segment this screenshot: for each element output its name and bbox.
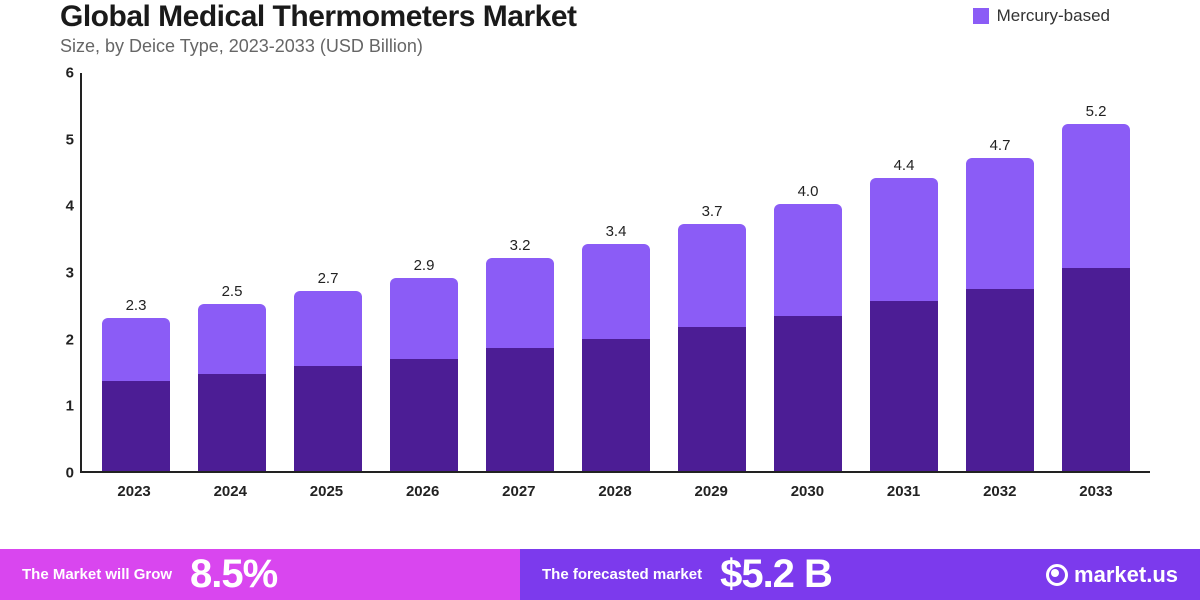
bar-segment — [294, 291, 361, 366]
bar-total-label: 4.0 — [798, 183, 819, 200]
bar-segment — [198, 374, 265, 471]
bar-column: 2.5 — [184, 73, 280, 471]
bar-segment — [966, 158, 1033, 289]
legend-label-mercury-based: Mercury-based — [997, 6, 1110, 26]
bar-column: 2.9 — [376, 73, 472, 471]
x-tick-label: 2030 — [759, 473, 855, 513]
bar-column: 4.7 — [952, 73, 1048, 471]
bar-segment — [486, 258, 553, 348]
bar-segment — [678, 327, 745, 471]
footer-forecast-value: $5.2 B — [720, 552, 832, 597]
bar-segment — [774, 316, 841, 471]
bar-segment — [1062, 124, 1129, 267]
bar-segment — [870, 301, 937, 471]
plot-area: 2.3 2.5 2.7 2.9 3.2 3.4 3.7 4.0 4.4 4.7 5.2 — [80, 73, 1150, 473]
chart-subtitle: Size, by Deice Type, 2023-2033 (USD Bill… — [60, 36, 1140, 57]
bar-segment — [678, 224, 745, 327]
bar-stack — [870, 178, 937, 471]
y-axis: 0123456 — [50, 73, 80, 473]
bar-segment — [102, 318, 169, 381]
bar-total-label: 4.7 — [990, 137, 1011, 154]
x-axis: 2023202420252026202720282029203020312032… — [80, 473, 1150, 513]
bar-stack — [198, 304, 265, 471]
bar-stack — [102, 318, 169, 471]
y-tick: 1 — [66, 398, 74, 415]
chart-area: 0123456 2.32.52.72.93.23.43.74.04.44.75.… — [80, 73, 1150, 513]
x-tick-label: 2033 — [1048, 473, 1144, 513]
bar-segment — [102, 381, 169, 471]
bar-stack — [486, 258, 553, 471]
bar-stack — [678, 224, 745, 471]
x-tick-label: 2031 — [856, 473, 952, 513]
bar-stack — [582, 244, 649, 471]
y-tick: 0 — [66, 465, 74, 482]
y-tick: 5 — [66, 131, 74, 148]
y-tick: 3 — [66, 265, 74, 282]
footer-right: The forecasted market $5.2 B market.us — [520, 549, 1200, 600]
bar-segment — [294, 366, 361, 471]
legend-swatch-mercury-based — [973, 8, 989, 24]
bar-total-label: 2.7 — [318, 270, 339, 287]
footer-banner: The Market will Grow 8.5% The forecasted… — [0, 546, 1200, 600]
bar-segment — [1062, 268, 1129, 471]
x-tick-label: 2027 — [471, 473, 567, 513]
bar-total-label: 3.4 — [606, 223, 627, 240]
bar-segment — [390, 278, 457, 359]
bar-total-label: 5.2 — [1086, 103, 1107, 120]
bar-total-label: 4.4 — [894, 157, 915, 174]
brand-logo: market.us — [1046, 562, 1178, 588]
x-tick-label: 2023 — [86, 473, 182, 513]
bar-total-label: 2.9 — [414, 257, 435, 274]
x-tick-label: 2025 — [278, 473, 374, 513]
bar-stack — [390, 278, 457, 471]
y-tick: 2 — [66, 331, 74, 348]
bar-segment — [198, 304, 265, 374]
footer-cagr: 8.5% — [190, 552, 277, 597]
bar-column: 5.2 — [1048, 73, 1144, 471]
bar-segment — [582, 339, 649, 471]
footer-forecast-text: The forecasted market — [542, 566, 702, 584]
bar-stack — [1062, 124, 1129, 471]
y-tick: 4 — [66, 198, 74, 215]
brand-icon — [1046, 564, 1068, 586]
x-tick-label: 2026 — [375, 473, 471, 513]
bar-total-label: 3.7 — [702, 203, 723, 220]
bar-segment — [486, 348, 553, 471]
bar-column: 4.0 — [760, 73, 856, 471]
brand-text: market.us — [1074, 562, 1178, 588]
bar-segment — [582, 244, 649, 339]
x-tick-label: 2028 — [567, 473, 663, 513]
bar-segment — [774, 204, 841, 315]
bar-segment — [390, 359, 457, 471]
bar-column: 3.2 — [472, 73, 568, 471]
bar-segment — [870, 178, 937, 301]
bars-container: 2.3 2.5 2.7 2.9 3.2 3.4 3.7 4.0 4.4 4.7 5.2 — [82, 73, 1150, 471]
bar-stack — [966, 158, 1033, 471]
bar-total-label: 3.2 — [510, 237, 531, 254]
bar-segment — [966, 289, 1033, 471]
footer-grow-text: The Market will Grow — [22, 566, 172, 584]
bar-column: 4.4 — [856, 73, 952, 471]
x-tick-label: 2029 — [663, 473, 759, 513]
legend: Mercury-based — [973, 6, 1110, 26]
bar-column: 2.3 — [88, 73, 184, 471]
bar-stack — [294, 291, 361, 471]
x-tick-label: 2032 — [952, 473, 1048, 513]
bar-column: 2.7 — [280, 73, 376, 471]
bar-total-label: 2.3 — [126, 297, 147, 314]
bar-column: 3.4 — [568, 73, 664, 471]
x-tick-label: 2024 — [182, 473, 278, 513]
footer-left: The Market will Grow 8.5% — [0, 549, 520, 600]
bar-stack — [774, 204, 841, 471]
bar-column: 3.7 — [664, 73, 760, 471]
y-tick: 6 — [66, 65, 74, 82]
bar-total-label: 2.5 — [222, 283, 243, 300]
